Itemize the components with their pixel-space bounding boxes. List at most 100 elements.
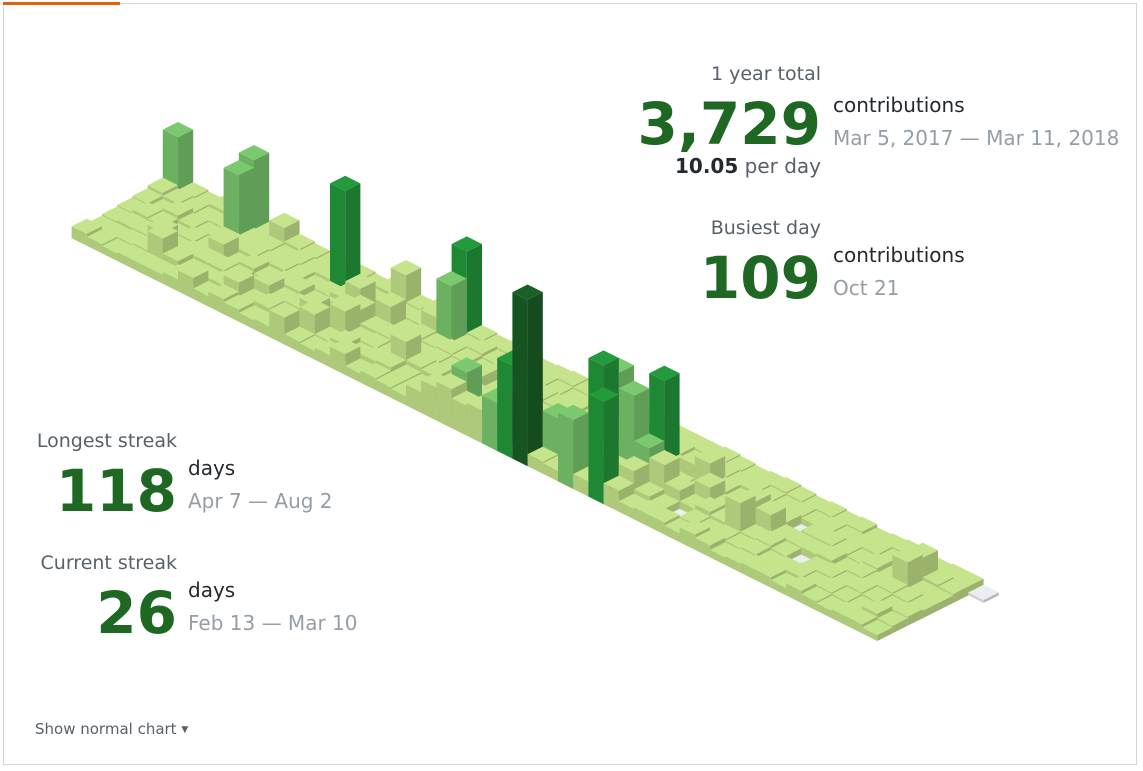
cube-top bbox=[314, 326, 346, 342]
cube-top bbox=[299, 290, 330, 306]
cube-top bbox=[846, 595, 878, 611]
cube-left bbox=[314, 347, 330, 368]
cube-top bbox=[816, 562, 847, 578]
cube-top bbox=[770, 572, 802, 588]
cube-top bbox=[694, 530, 726, 546]
cube-left bbox=[831, 609, 847, 626]
cube-top bbox=[436, 338, 467, 354]
cube-top bbox=[360, 346, 391, 362]
cube-left bbox=[345, 366, 361, 383]
cube-left bbox=[846, 616, 862, 634]
cube-top bbox=[846, 516, 878, 532]
cube-top bbox=[178, 226, 209, 242]
toggle-label[interactable]: Show normal chart bbox=[35, 720, 177, 738]
cube-top bbox=[178, 212, 209, 228]
cube-left bbox=[147, 267, 163, 284]
cube-left bbox=[679, 527, 695, 550]
cube-top bbox=[269, 270, 300, 286]
cube-top bbox=[649, 365, 680, 381]
cube-top bbox=[801, 495, 832, 511]
cube-left bbox=[816, 603, 832, 619]
cube-top bbox=[451, 347, 482, 363]
cube-top bbox=[862, 586, 893, 602]
cube-top bbox=[284, 249, 315, 265]
cube-top bbox=[831, 557, 862, 573]
total-label: 1 year total bbox=[710, 63, 821, 85]
cube-top bbox=[755, 530, 786, 546]
cube-top bbox=[223, 267, 254, 283]
cube-top bbox=[740, 464, 771, 480]
cube-left bbox=[299, 343, 315, 360]
cube-top bbox=[603, 475, 634, 491]
cube-right bbox=[892, 618, 908, 634]
cube-top bbox=[618, 456, 650, 472]
cube-left bbox=[466, 402, 482, 444]
cube-left bbox=[527, 454, 543, 474]
cube-top bbox=[877, 595, 908, 611]
cube-top bbox=[710, 524, 741, 540]
cube-top bbox=[816, 501, 847, 517]
cube-top bbox=[740, 477, 771, 493]
cube-top bbox=[664, 518, 695, 534]
cube-top bbox=[786, 562, 817, 578]
cube-left bbox=[649, 515, 665, 535]
cube-top bbox=[801, 586, 832, 602]
cube-top bbox=[816, 516, 847, 532]
cube-top bbox=[436, 374, 467, 390]
cube-top bbox=[132, 188, 163, 204]
cube-top bbox=[634, 433, 665, 449]
current-label: Current streak bbox=[40, 552, 177, 574]
cube-top bbox=[725, 488, 756, 504]
cube-left bbox=[558, 412, 574, 489]
cube-right bbox=[603, 394, 619, 505]
cube-top bbox=[284, 276, 315, 292]
cube-top bbox=[375, 372, 406, 388]
cube-top bbox=[877, 533, 908, 549]
cube-top bbox=[816, 577, 847, 593]
cube-top bbox=[254, 293, 285, 309]
cube-top bbox=[147, 223, 178, 239]
cube-left bbox=[117, 252, 133, 269]
cube-top bbox=[360, 332, 391, 348]
cube-top bbox=[162, 188, 194, 204]
cube-left bbox=[862, 627, 878, 641]
chart-toggle[interactable]: Show normal chart ▼ bbox=[35, 720, 189, 738]
cube-top bbox=[755, 549, 786, 566]
cube-top bbox=[694, 496, 726, 512]
cube-left bbox=[436, 381, 452, 429]
cube-top bbox=[269, 212, 300, 228]
cube-left bbox=[330, 183, 346, 299]
cube-top bbox=[922, 569, 954, 585]
cube-top bbox=[223, 160, 254, 176]
cube-top bbox=[238, 241, 270, 257]
cube-left bbox=[421, 380, 437, 421]
cube-right bbox=[953, 586, 969, 603]
cube-top bbox=[694, 472, 726, 488]
cube-top bbox=[406, 352, 437, 368]
cube-top bbox=[862, 571, 893, 587]
cube-top bbox=[588, 350, 619, 366]
cube-right bbox=[907, 609, 923, 626]
cube-top bbox=[907, 580, 938, 596]
cube-top bbox=[801, 571, 832, 587]
cube-left bbox=[968, 592, 984, 603]
cube-top bbox=[482, 349, 513, 365]
cube-left bbox=[618, 501, 634, 520]
cube-top bbox=[284, 326, 315, 342]
cube-top bbox=[208, 229, 239, 245]
cube-top bbox=[938, 563, 969, 579]
cube-left bbox=[786, 583, 802, 603]
cube-top bbox=[679, 508, 710, 525]
cube-top bbox=[786, 554, 817, 570]
cube-top bbox=[512, 284, 543, 300]
cube-top bbox=[694, 518, 726, 534]
cube-top bbox=[862, 598, 893, 614]
cube-left bbox=[390, 388, 406, 406]
cube-top bbox=[254, 270, 285, 286]
cube-right bbox=[922, 603, 938, 619]
cube-left bbox=[162, 271, 178, 292]
cube-top bbox=[269, 302, 300, 318]
cube-top bbox=[238, 145, 270, 161]
cube-left bbox=[573, 474, 589, 497]
